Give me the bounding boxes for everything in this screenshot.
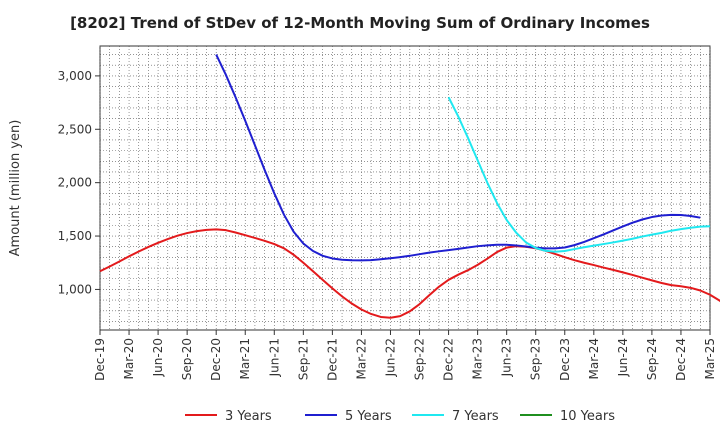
x-tick-label: Sep-24	[645, 338, 659, 380]
legend-label-5-years: 5 Years	[345, 409, 392, 424]
x-tick-label: Jun-20	[151, 338, 165, 377]
x-tick-label: Dec-19	[93, 338, 107, 381]
x-tick-label: Mar-24	[587, 338, 601, 379]
y-tick-label: 1,500	[58, 229, 92, 243]
x-tick-label: Mar-23	[471, 338, 485, 379]
y-axis-title: Amount (million yen)	[8, 120, 23, 257]
series-line-7-years	[447, 96, 711, 253]
plot-area	[99, 45, 711, 331]
x-tick-label: Jun-24	[616, 338, 630, 377]
x-tick-label: Mar-25	[703, 338, 717, 379]
x-tick-label: Sep-22	[413, 338, 427, 380]
y-tick-label: 1,000	[58, 282, 92, 296]
series-line-5-years	[215, 54, 701, 262]
y-tick-label: 2,500	[58, 122, 92, 136]
x-tick-label: Sep-20	[180, 338, 194, 380]
x-tick-label: Mar-20	[122, 338, 136, 379]
legend-label-7-years: 7 Years	[452, 409, 499, 424]
x-tick-label: Sep-23	[529, 338, 543, 380]
y-tick-label: 2,000	[58, 176, 92, 190]
legend-label-3-years: 3 Years	[225, 409, 272, 424]
chart-title: [8202] Trend of StDev of 12-Month Moving…	[70, 14, 650, 32]
x-tick-label: Dec-24	[674, 338, 688, 381]
legend-label-10-years: 10 Years	[560, 409, 615, 424]
x-tick-label: Dec-23	[558, 338, 572, 381]
y-tick-label: 3,000	[58, 69, 92, 83]
x-tick-label: Jun-21	[267, 338, 281, 377]
x-tick-label: Sep-21	[296, 338, 310, 380]
x-tick-label: Mar-22	[354, 338, 368, 379]
series-line-3-years	[99, 228, 720, 319]
x-tick-label: Dec-20	[209, 338, 223, 381]
x-tick-label: Jun-22	[383, 338, 397, 377]
x-tick-label: Dec-22	[442, 338, 456, 381]
x-tick-label: Dec-21	[325, 338, 339, 381]
x-tick-label: Jun-23	[500, 338, 514, 377]
x-tick-label: Mar-21	[238, 338, 252, 379]
